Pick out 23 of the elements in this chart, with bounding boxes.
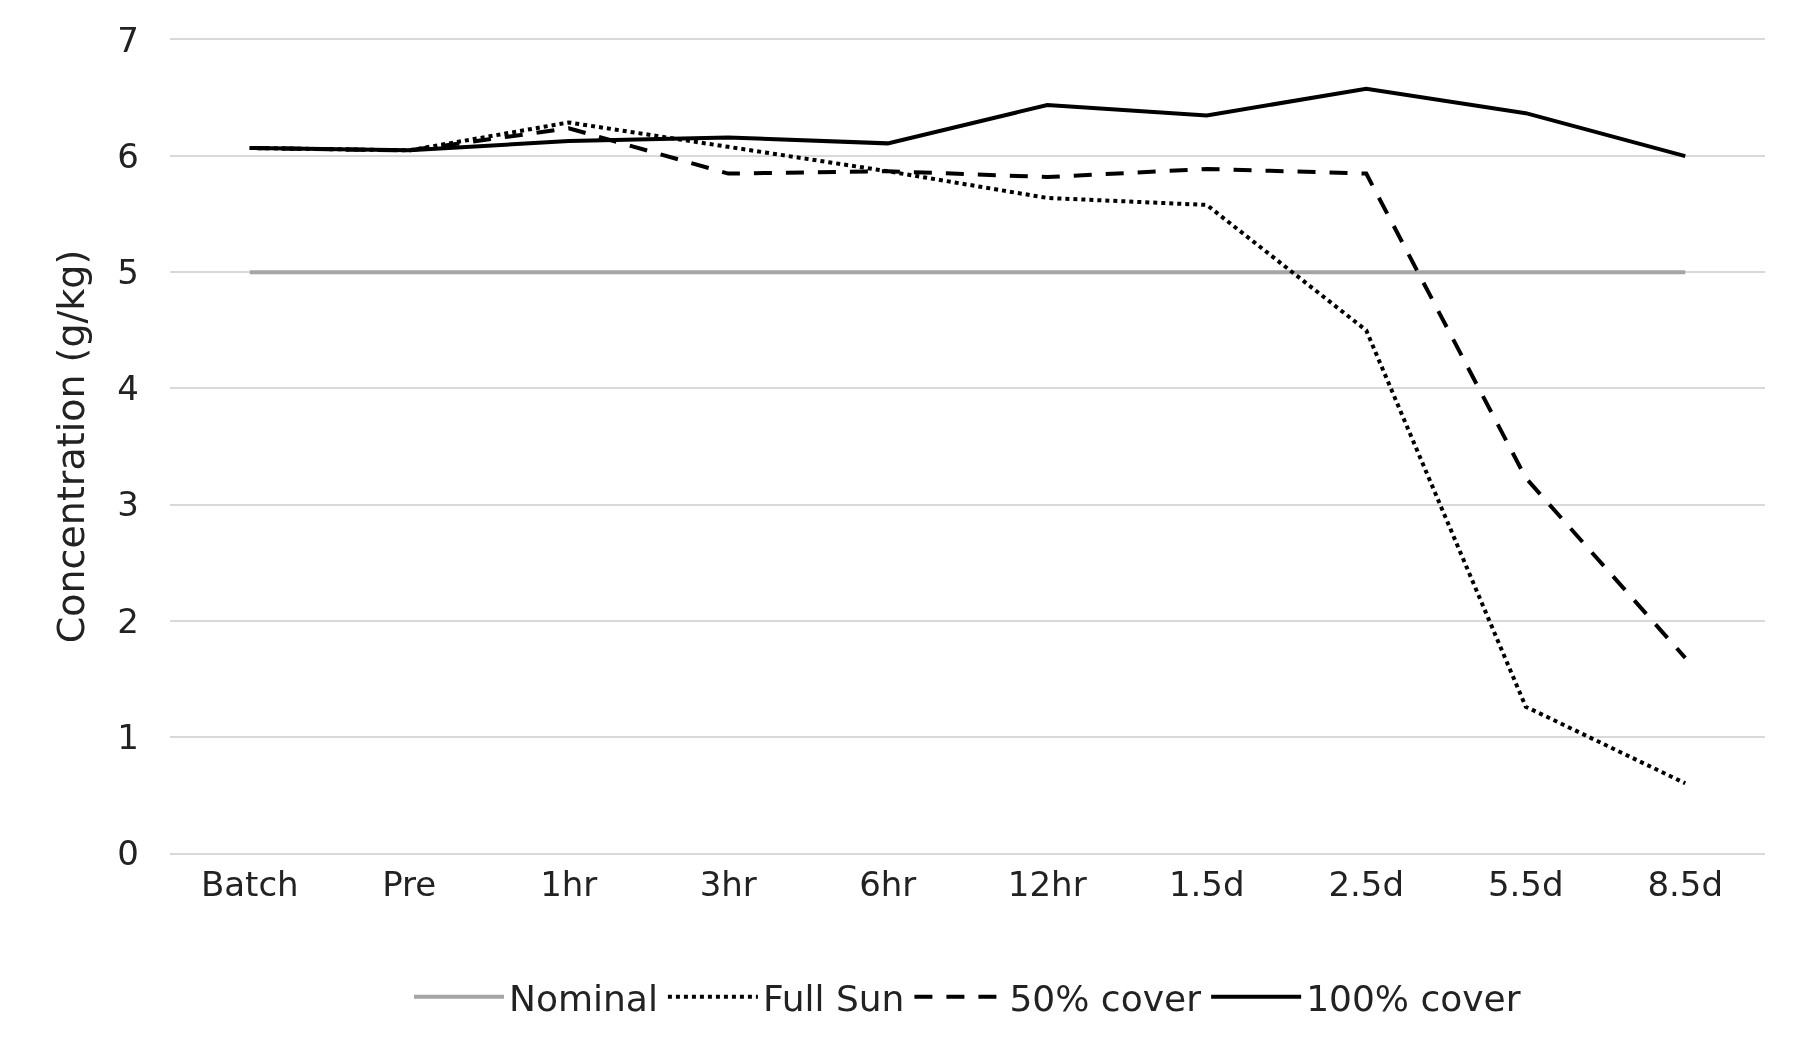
legend-label: 100% cover	[1306, 977, 1521, 1019]
y-tick-label: 7	[117, 19, 139, 60]
x-tick-label: 12hr	[1007, 863, 1087, 904]
x-tick-label: Pre	[382, 863, 437, 904]
x-tick-label: 5.5d	[1487, 863, 1564, 904]
y-tick-label: 2	[117, 600, 139, 641]
x-tick-label: 1.5d	[1168, 863, 1245, 904]
y-tick-label: 5	[117, 252, 139, 293]
x-tick-label: 8.5d	[1647, 863, 1724, 904]
y-tick-label: 3	[117, 484, 139, 525]
y-tick-label: 6	[117, 136, 139, 177]
y-tick-label: 1	[117, 716, 139, 757]
legend-label: Full Sun	[762, 977, 905, 1019]
y-axis-title: Concentration (g/kg)	[49, 249, 93, 644]
legend-label: Nominal	[509, 977, 658, 1019]
x-tick-label: 2.5d	[1328, 863, 1405, 904]
legend-label: 50% cover	[1009, 977, 1202, 1019]
x-tick-label: 3hr	[699, 863, 757, 904]
x-tick-label: 6hr	[859, 863, 917, 904]
x-tick-label: 1hr	[540, 863, 598, 904]
y-tick-label: 0	[117, 832, 139, 873]
y-tick-label: 4	[117, 368, 139, 409]
x-tick-label: Batch	[200, 863, 299, 904]
